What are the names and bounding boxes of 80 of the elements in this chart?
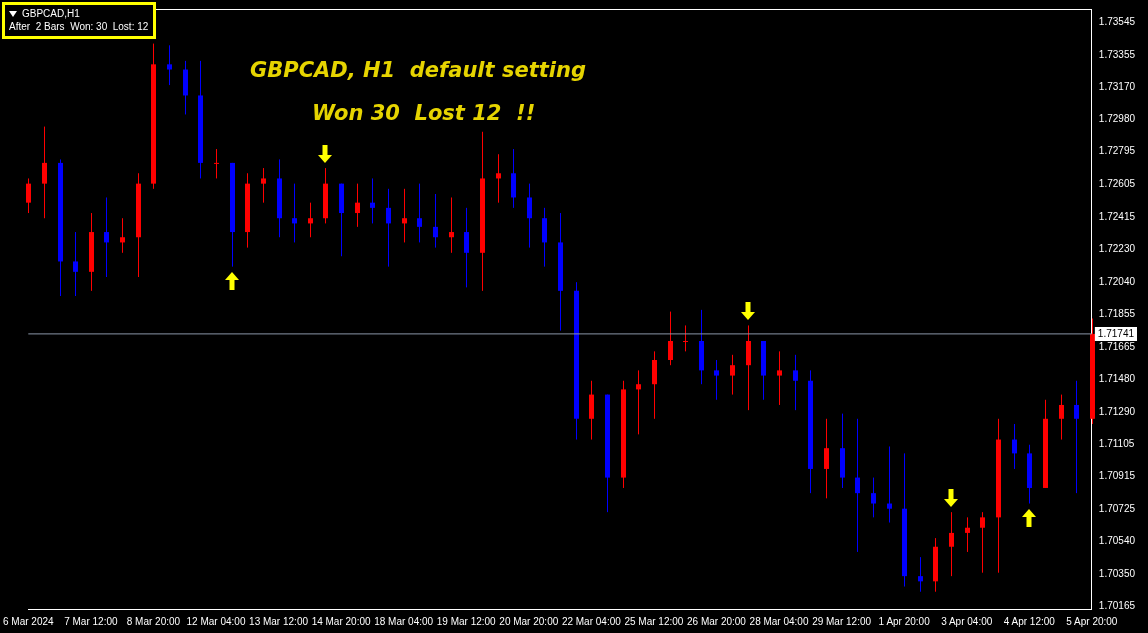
ref-line-label: 1.71741	[1097, 327, 1135, 339]
x-tick-label: 6 Mar 2024	[3, 615, 55, 627]
x-tick-label: 22 Mar 04:00	[561, 615, 622, 627]
text: After 2 Bars Won: 30 Lost: 12	[9, 20, 149, 33]
x-tick-label: 28 Mar 04:00	[749, 615, 809, 627]
x-tick-label: 3 Apr 04:00	[941, 615, 993, 627]
y-tick-label: 1.71105	[1098, 437, 1135, 449]
candlestick	[386, 188, 391, 268]
candlestick	[714, 359, 719, 401]
candlestick	[292, 183, 297, 243]
annotation: Won 30 Lost 12 !!	[312, 101, 536, 125]
x-tick-label: 7 Mar 12:00	[64, 615, 118, 627]
candlestick	[793, 354, 798, 411]
candlestick	[167, 44, 172, 86]
candlestick	[949, 511, 954, 577]
candlestick	[464, 207, 469, 288]
candlestick	[730, 354, 735, 396]
y-tick-label: 1.70915	[1098, 470, 1136, 482]
x-tick-label: 18 Mar 04:00	[374, 615, 434, 627]
candlestick	[777, 350, 782, 406]
y-tick-label: 1.73355	[1098, 48, 1136, 60]
y-tick-label: 1.72980	[1098, 113, 1136, 125]
y-tick-label: 1.71855	[1098, 307, 1136, 319]
candlestick	[855, 418, 860, 553]
candlestick	[1059, 394, 1064, 441]
candlestick	[668, 311, 673, 366]
y-tick-label: 1.71665	[1098, 340, 1136, 352]
y-tick-label: 1.72795	[1098, 145, 1136, 157]
candlestick	[120, 217, 125, 254]
candlestick	[417, 183, 422, 243]
candlestick	[308, 202, 313, 238]
y-tick-label: 1.71290	[1098, 405, 1136, 417]
candlestick	[683, 324, 688, 352]
y-tick-label: 1.73545	[1098, 15, 1136, 27]
candlestick	[42, 126, 47, 219]
candlestick	[496, 153, 501, 204]
y-tick-label: 1.73170	[1098, 80, 1136, 92]
candlestick	[104, 196, 109, 278]
x-tick-label: 25 Mar 12:00	[624, 615, 684, 627]
x-tick-label: 19 Mar 12:00	[436, 615, 497, 627]
candlestick	[449, 196, 454, 254]
x-tick-label: 20 Mar 20:00	[499, 615, 559, 627]
x-tick-label: 1 Apr 20:00	[878, 615, 931, 627]
candlestick	[824, 418, 829, 499]
x-tick-label: 8 Mar 20:00	[126, 615, 181, 627]
y-tick-label: 1.71480	[1098, 372, 1136, 384]
y-tick-label: 1.70165	[1098, 600, 1136, 612]
candlestick	[402, 188, 407, 243]
y-tick-label: 1.70350	[1098, 568, 1136, 580]
candlestick	[980, 511, 985, 574]
candlestick	[355, 183, 360, 228]
candlestick	[261, 167, 266, 204]
candlestick	[1074, 380, 1079, 494]
candlestick	[73, 231, 78, 297]
candlestick	[370, 177, 375, 224]
chart-title: GBPCAD,H1	[22, 8, 80, 19]
y-tick-label: 1.72415	[1098, 211, 1136, 223]
y-tick-label: 1.70540	[1098, 535, 1136, 547]
candlestick	[887, 445, 892, 524]
candlestick	[871, 477, 876, 518]
x-tick-label: 4 Apr 12:00	[1003, 615, 1056, 627]
y-tick-label: 1.70725	[1098, 503, 1136, 515]
y-tick-label: 1.72230	[1098, 243, 1136, 255]
candlestick	[214, 148, 219, 179]
x-tick-label: 5 Apr 20:00	[1066, 615, 1118, 627]
candlestick	[433, 193, 438, 249]
x-tick-label: 14 Mar 20:00	[311, 615, 371, 627]
candlestick	[965, 516, 970, 553]
x-tick-label: 26 Mar 20:00	[687, 615, 747, 627]
candlestick	[918, 556, 923, 593]
x-tick-label: 12 Mar 04:00	[186, 615, 246, 627]
y-tick-label: 1.72040	[1098, 275, 1136, 287]
candlestick	[527, 183, 532, 249]
candlestick	[1012, 423, 1017, 470]
x-tick-label: 13 Mar 12:00	[249, 615, 309, 627]
candlestick	[26, 177, 31, 214]
x-tick-label: 29 Mar 12:00	[812, 615, 872, 627]
annotation: GBPCAD, H1 default setting	[250, 58, 586, 82]
y-tick-label: 1.72605	[1098, 178, 1136, 190]
candlestick	[636, 369, 641, 435]
